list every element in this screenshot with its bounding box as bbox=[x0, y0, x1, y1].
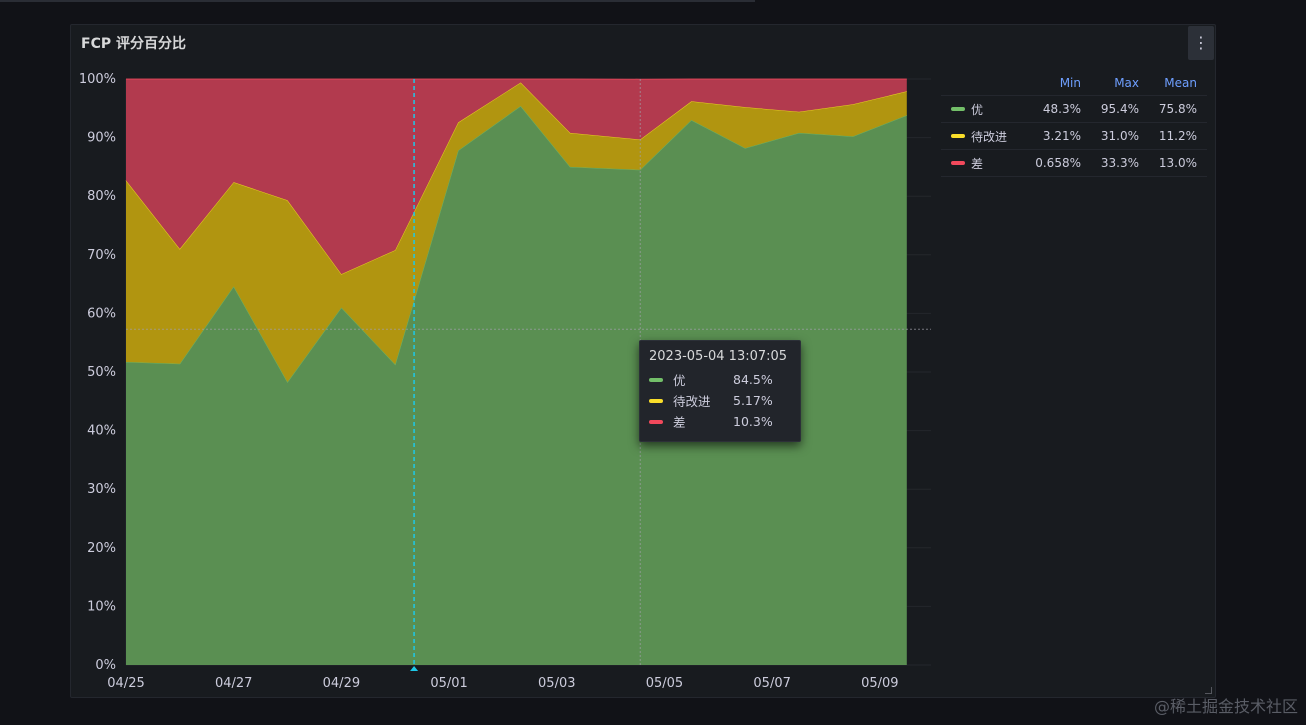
x-tick-label: 05/07 bbox=[753, 676, 790, 691]
y-tick-label: 20% bbox=[87, 541, 116, 556]
x-tick-label: 04/27 bbox=[215, 676, 252, 691]
cursor-marker-icon bbox=[410, 666, 419, 671]
legend-header: Min Max Mean bbox=[941, 71, 1207, 95]
panel-menu-button[interactable]: ⋮ bbox=[1188, 26, 1214, 60]
legend-swatch bbox=[951, 107, 965, 111]
legend-header-max[interactable]: Max bbox=[1114, 76, 1139, 90]
y-tick-label: 80% bbox=[87, 189, 116, 204]
legend-label: 差 bbox=[971, 156, 984, 171]
y-tick-label: 40% bbox=[87, 424, 116, 439]
x-tick-label: 05/03 bbox=[538, 676, 575, 691]
tooltip-swatch bbox=[649, 377, 663, 382]
legend-max: 95.4% bbox=[1100, 102, 1139, 116]
legend-row-needs-improvement[interactable]: 待改进 3.21% 31.0% 11.2% bbox=[941, 122, 1207, 149]
legend-min: 3.21% bbox=[1042, 129, 1081, 143]
y-tick-label: 0% bbox=[95, 658, 116, 673]
legend-min: 48.3% bbox=[1042, 102, 1081, 116]
tooltip-series-name: 差 bbox=[673, 415, 686, 430]
legend-max: 33.3% bbox=[1100, 156, 1139, 170]
top-divider bbox=[0, 0, 755, 2]
watermark: @稀土掘金技术社区 bbox=[1153, 697, 1298, 716]
y-axis: 0% 10% 20% 30% 40% 50% 60% 70% 80% 90% 100% bbox=[79, 72, 116, 673]
chart-panel: FCP 评分百分比 ⋮ 0% 10% 20% 30% 40% 50% 60% 70% 80% 90… bbox=[70, 24, 1216, 698]
tooltip-value: 5.17% bbox=[733, 393, 773, 408]
y-tick-label: 100% bbox=[79, 72, 116, 87]
tooltip-series-name: 待改进 bbox=[673, 394, 711, 409]
legend-mean: 75.8% bbox=[1158, 102, 1197, 116]
area-1 bbox=[126, 82, 907, 382]
area-chart[interactable]: 0%10%20%30%40%50%60%70%80%90%100% 04/25 0… bbox=[71, 25, 941, 699]
x-axis: 04/25 04/27 04/29 05/01 05/03 05/05 05/07 05/09 bbox=[107, 676, 898, 691]
x-tick-label: 04/29 bbox=[323, 676, 360, 691]
legend-mean: 11.2% bbox=[1158, 129, 1197, 143]
y-tick-label: 10% bbox=[87, 599, 116, 614]
area-2 bbox=[126, 79, 907, 275]
y-tick-label: 30% bbox=[87, 482, 116, 497]
area-0 bbox=[126, 106, 907, 665]
y-tick-label: 70% bbox=[87, 248, 116, 263]
x-tick-label: 05/01 bbox=[430, 676, 467, 691]
tooltip-row: 差 10.3% bbox=[649, 411, 791, 432]
chart-tooltip: 2023-05-04 13:07:05 优 84.5% 待改进 5.17% 差 … bbox=[639, 340, 801, 442]
legend-table: Min Max Mean 优 48.3% 95.4% 75.8% 待改进 3.2… bbox=[941, 71, 1207, 177]
tooltip-row: 待改进 5.17% bbox=[649, 390, 791, 411]
legend-row-poor[interactable]: 差 0.658% 33.3% 13.0% bbox=[941, 149, 1207, 177]
resize-handle[interactable] bbox=[1205, 687, 1212, 694]
legend-max: 31.0% bbox=[1100, 129, 1139, 143]
tooltip-value: 84.5% bbox=[733, 372, 773, 387]
legend-row-good[interactable]: 优 48.3% 95.4% 75.8% bbox=[941, 95, 1207, 122]
tooltip-swatch bbox=[649, 398, 663, 403]
tooltip-time: 2023-05-04 13:07:05 bbox=[649, 349, 788, 364]
legend-swatch bbox=[951, 134, 965, 138]
legend-swatch bbox=[951, 161, 965, 165]
x-tick-label: 04/25 bbox=[107, 676, 144, 691]
tooltip-value: 10.3% bbox=[733, 414, 773, 429]
legend-mean: 13.0% bbox=[1158, 156, 1197, 170]
tooltip-row: 优 84.5% bbox=[649, 369, 791, 390]
tooltip-series-name: 优 bbox=[673, 373, 686, 388]
chart-areas bbox=[125, 78, 907, 665]
panel-title: FCP 评分百分比 bbox=[81, 36, 186, 52]
y-tick-label: 50% bbox=[87, 365, 116, 380]
legend-label: 优 bbox=[971, 102, 984, 117]
y-tick-label: 90% bbox=[87, 131, 116, 146]
legend-label: 待改进 bbox=[971, 129, 1008, 144]
legend-header-min[interactable]: Min bbox=[1059, 76, 1081, 90]
more-vertical-icon: ⋮ bbox=[1193, 33, 1209, 52]
x-tick-label: 05/05 bbox=[646, 676, 683, 691]
y-tick-label: 60% bbox=[87, 306, 116, 321]
legend-min: 0.658% bbox=[1035, 156, 1081, 170]
tooltip-swatch bbox=[649, 419, 663, 424]
legend-header-mean[interactable]: Mean bbox=[1164, 76, 1197, 90]
x-tick-label: 05/09 bbox=[861, 676, 898, 691]
